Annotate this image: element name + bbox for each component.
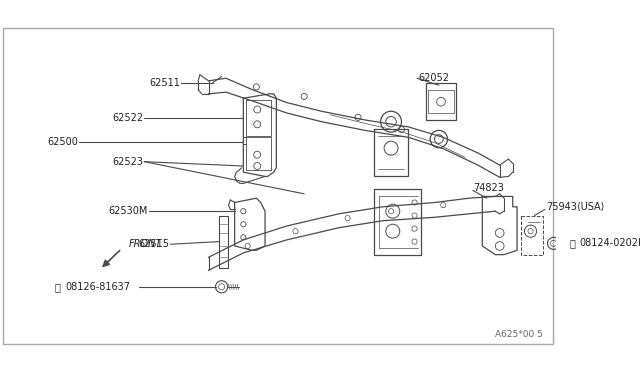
Text: 62511: 62511 (149, 78, 180, 87)
Text: 75943⟨USA⟩: 75943⟨USA⟩ (546, 202, 604, 212)
Bar (522, 215, 543, 255)
Text: 62530M: 62530M (108, 206, 148, 216)
Text: A625*00 5: A625*00 5 (495, 330, 543, 339)
Text: 08126-81637: 08126-81637 (65, 282, 130, 292)
Text: 62500: 62500 (47, 137, 78, 147)
Text: 62052: 62052 (418, 73, 449, 83)
Text: 62515: 62515 (138, 239, 170, 249)
Text: Ⓑ: Ⓑ (569, 238, 575, 248)
Text: 62522: 62522 (112, 113, 143, 123)
Text: FRONT: FRONT (129, 239, 162, 249)
Text: Ⓑ: Ⓑ (55, 282, 61, 292)
Text: 74823: 74823 (474, 183, 504, 193)
Text: 62523: 62523 (113, 157, 143, 167)
Text: 08124-0202F: 08124-0202F (580, 238, 640, 248)
